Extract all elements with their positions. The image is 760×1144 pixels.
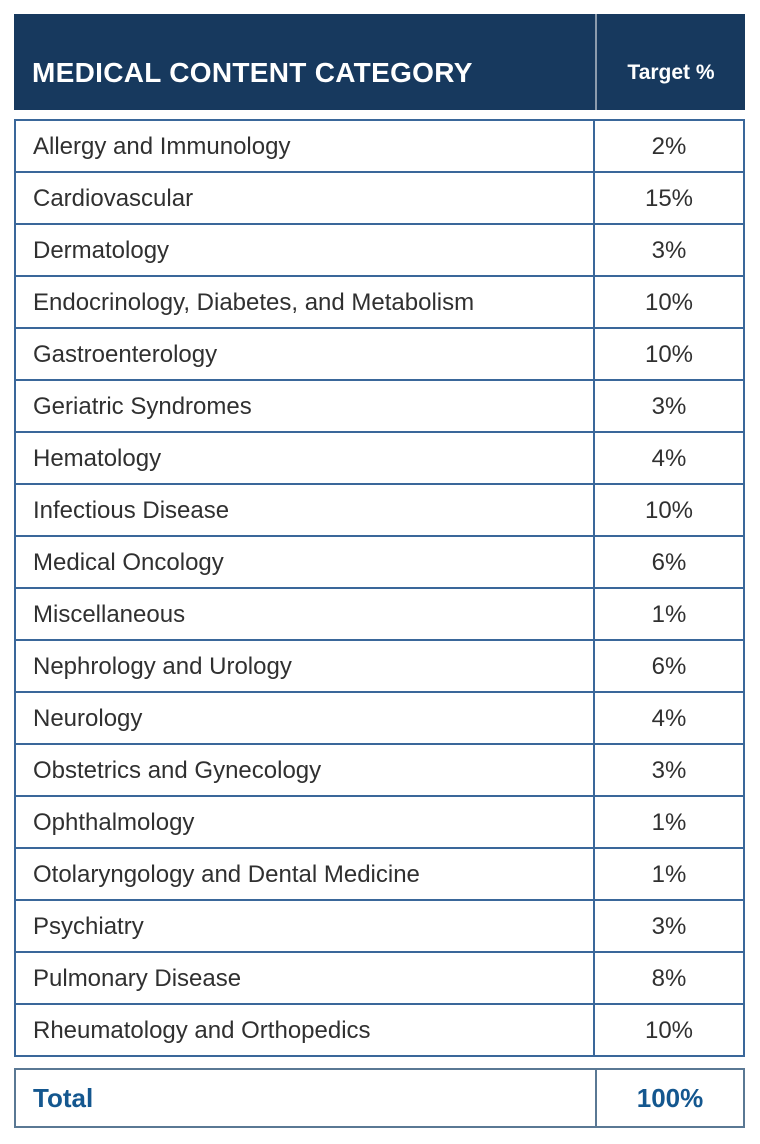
category-cell: Cardiovascular: [14, 171, 595, 225]
category-cell: Rheumatology and Orthopedics: [14, 1003, 595, 1057]
table-row: Cardiovascular 15%: [14, 171, 745, 225]
table-row: Rheumatology and Orthopedics 10%: [14, 1003, 745, 1057]
category-cell: Endocrinology, Diabetes, and Metabolism: [14, 275, 595, 329]
table-row: Hematology 4%: [14, 431, 745, 485]
table-row: Ophthalmology 1%: [14, 795, 745, 849]
table-row: Obstetrics and Gynecology 3%: [14, 743, 745, 797]
category-cell: Nephrology and Urology: [14, 639, 595, 693]
table-row: Psychiatry 3%: [14, 899, 745, 953]
category-cell: Medical Oncology: [14, 535, 595, 589]
total-value: 100%: [595, 1070, 743, 1126]
category-cell: Hematology: [14, 431, 595, 485]
table-row: Dermatology 3%: [14, 223, 745, 277]
target-cell: 3%: [593, 223, 745, 277]
target-cell: 1%: [593, 847, 745, 901]
table-header: MEDICAL CONTENT CATEGORY Target %: [14, 14, 745, 110]
table-row: Nephrology and Urology 6%: [14, 639, 745, 693]
category-cell: Psychiatry: [14, 899, 595, 953]
target-cell: 3%: [593, 743, 745, 797]
target-cell: 6%: [593, 639, 745, 693]
category-cell: Neurology: [14, 691, 595, 745]
table-row: Medical Oncology 6%: [14, 535, 745, 589]
target-cell: 4%: [593, 691, 745, 745]
category-cell: Pulmonary Disease: [14, 951, 595, 1005]
table-row: Miscellaneous 1%: [14, 587, 745, 641]
total-row: Total 100%: [14, 1068, 745, 1128]
total-label: Total: [33, 1082, 94, 1113]
table-row: Allergy and Immunology 2%: [14, 119, 745, 173]
category-cell: Ophthalmology: [14, 795, 595, 849]
category-cell: Gastroenterology: [14, 327, 595, 381]
category-cell: Dermatology: [14, 223, 595, 277]
target-cell: 3%: [593, 899, 745, 953]
table-row: Endocrinology, Diabetes, and Metabolism 1…: [14, 275, 745, 329]
category-cell: Otolaryngology and Dental Medicine: [14, 847, 595, 901]
target-cell: 10%: [593, 483, 745, 537]
table-row: Neurology 4%: [14, 691, 745, 745]
category-cell: Infectious Disease: [14, 483, 595, 537]
table-row: Geriatric Syndromes 3%: [14, 379, 745, 433]
table-row: Otolaryngology and Dental Medicine 1%: [14, 847, 745, 901]
table-row: Pulmonary Disease 8%: [14, 951, 745, 1005]
target-cell: 4%: [593, 431, 745, 485]
table-row: Gastroenterology 10%: [14, 327, 745, 381]
target-cell: 10%: [593, 1003, 745, 1057]
target-cell: 1%: [593, 587, 745, 641]
target-cell: 10%: [593, 327, 745, 381]
target-cell: 2%: [593, 119, 745, 173]
category-header-cell: MEDICAL CONTENT CATEGORY: [32, 57, 473, 88]
content-category-table: Allergy and Immunology 2% Cardiovascular 15…: [14, 119, 745, 1057]
category-cell: Geriatric Syndromes: [14, 379, 595, 433]
category-cell: Miscellaneous: [14, 587, 595, 641]
category-cell: Allergy and Immunology: [14, 119, 595, 173]
target-cell: 1%: [593, 795, 745, 849]
category-cell: Obstetrics and Gynecology: [14, 743, 595, 797]
target-cell: 3%: [593, 379, 745, 433]
table-row: Infectious Disease 10%: [14, 483, 745, 537]
target-cell: 6%: [593, 535, 745, 589]
target-cell: 10%: [593, 275, 745, 329]
target-header-cell: Target %: [595, 14, 745, 110]
target-cell: 8%: [593, 951, 745, 1005]
target-cell: 15%: [593, 171, 745, 225]
